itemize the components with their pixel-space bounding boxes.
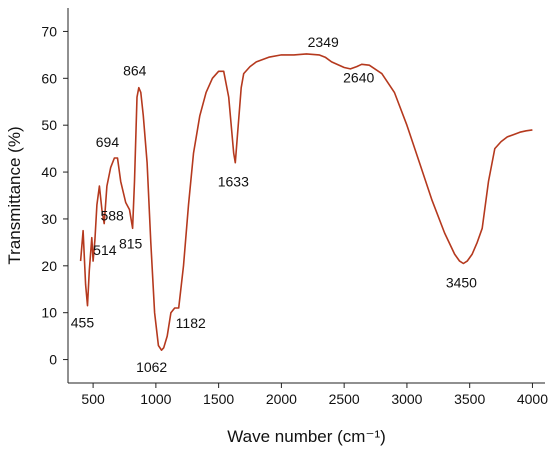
peak-label-1062: 1062 bbox=[136, 359, 167, 375]
y-tick-label: 40 bbox=[41, 164, 57, 180]
x-tick-label: 1500 bbox=[203, 391, 234, 407]
x-tick-label: 500 bbox=[81, 391, 105, 407]
peak-label-1633: 1633 bbox=[218, 174, 249, 190]
x-tick-label: 3000 bbox=[391, 391, 422, 407]
peak-label-455: 455 bbox=[71, 315, 95, 331]
y-tick-label: 20 bbox=[41, 258, 57, 274]
x-tick-label: 2000 bbox=[266, 391, 297, 407]
x-tick-label: 3500 bbox=[454, 391, 485, 407]
y-tick-label: 50 bbox=[41, 117, 57, 133]
peak-label-1182: 1182 bbox=[176, 315, 206, 331]
peak-labels: 455 514 588 694 815 864 1062 1182 1633 2349 2640 34… bbox=[71, 34, 477, 375]
peak-label-514: 514 bbox=[93, 242, 117, 258]
x-tick-label: 4000 bbox=[517, 391, 548, 407]
y-tick-label: 30 bbox=[41, 211, 57, 227]
y-tick-label: 0 bbox=[49, 352, 57, 368]
axes bbox=[67, 8, 545, 384]
ticks: 500 1000 1500 2000 2500 3000 3500 4000 0 10 20 30 40… bbox=[41, 23, 548, 407]
y-tick-label: 10 bbox=[41, 305, 57, 321]
x-axis-title: Wave number (cm⁻¹) bbox=[227, 427, 386, 446]
transmittance-line bbox=[79, 53, 533, 351]
x-tick-label: 2500 bbox=[329, 391, 360, 407]
x-tick-label: 1000 bbox=[140, 391, 171, 407]
y-tick-label: 70 bbox=[41, 23, 57, 39]
y-tick-label: 60 bbox=[41, 70, 57, 86]
peak-label-3450: 3450 bbox=[446, 274, 477, 290]
peak-label-2349: 2349 bbox=[308, 34, 339, 50]
y-axis-title: Transmittance (%) bbox=[5, 126, 24, 264]
peak-label-694: 694 bbox=[96, 134, 120, 150]
peak-label-2640: 2640 bbox=[343, 69, 374, 85]
peak-label-588: 588 bbox=[100, 208, 124, 224]
peak-label-864: 864 bbox=[123, 63, 147, 79]
peak-label-815: 815 bbox=[119, 235, 143, 251]
